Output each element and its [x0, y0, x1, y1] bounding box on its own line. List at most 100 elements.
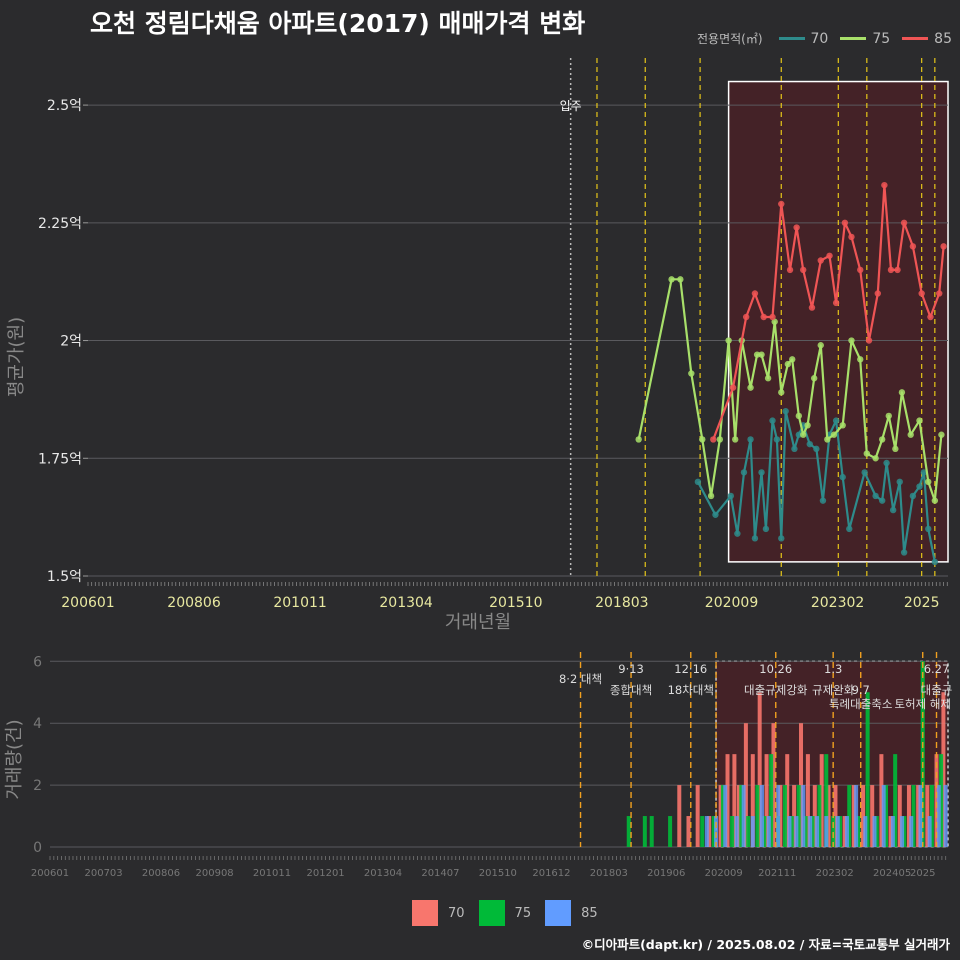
- volume-bar-85: [787, 816, 792, 847]
- volume-bar-70: [799, 723, 804, 847]
- volume-bar-70: [870, 785, 875, 847]
- data-point-85: [808, 304, 816, 311]
- volume-bar-75: [789, 816, 794, 847]
- data-point-70: [889, 506, 897, 514]
- policy-label: 9.7: [852, 683, 870, 697]
- volume-bar-75: [893, 754, 898, 847]
- volume-bar-75: [911, 785, 916, 847]
- data-point-70: [839, 473, 846, 481]
- data-point-75: [764, 375, 772, 382]
- data-point-75: [795, 412, 803, 420]
- volume-bar-85: [835, 816, 840, 847]
- data-point-70: [727, 492, 735, 500]
- move-in-label: 입주: [560, 99, 582, 113]
- volume-bar-85: [844, 816, 849, 847]
- data-point-75: [668, 276, 675, 283]
- volume-bar-85: [863, 816, 868, 847]
- bar-x-tick-label: 201201: [307, 868, 345, 879]
- data-point-85: [874, 290, 881, 297]
- volume-bar-70: [686, 816, 691, 847]
- data-point-70: [916, 483, 923, 490]
- data-point-70: [896, 478, 903, 486]
- volume-bar-70: [934, 754, 939, 847]
- data-point-85: [786, 266, 794, 274]
- data-point-70: [832, 417, 840, 424]
- bar-y-tick-label: 0: [33, 840, 42, 856]
- data-point-75: [878, 436, 886, 443]
- volume-bar-85: [909, 816, 914, 847]
- legend-item-70: 70: [778, 31, 828, 47]
- y-axis-title: 평균가(원): [6, 317, 27, 397]
- volume-bar-85: [824, 816, 829, 847]
- volume-bar-75: [649, 816, 654, 847]
- bar-x-tick-label: 201304: [364, 868, 402, 879]
- size-legend: 전용면적(㎡) 70 75 85: [697, 30, 952, 47]
- volume-bar-75: [817, 785, 822, 847]
- volume-bar-70: [718, 785, 723, 847]
- data-point-85: [936, 290, 943, 297]
- policy-label: 6.27: [924, 662, 950, 676]
- bar-x-tick-label: 2025: [910, 868, 935, 879]
- bar-x-tick-label: 201011: [253, 868, 291, 879]
- data-point-70: [806, 440, 813, 448]
- volume-bar-70: [819, 754, 824, 847]
- bar-legend-swatch-70: [412, 900, 438, 926]
- bar-legend-item-75: 75: [478, 900, 531, 926]
- volume-bar-70: [785, 754, 790, 847]
- data-point-85: [909, 243, 917, 250]
- data-point-75: [830, 431, 838, 438]
- data-point-75: [804, 422, 811, 429]
- policy-label: 12·16: [674, 662, 707, 676]
- volume-bar-85: [854, 785, 859, 847]
- data-point-70: [791, 445, 798, 453]
- data-point-70: [900, 549, 908, 556]
- volume-bar-85: [890, 816, 895, 847]
- y-tick-label: 1.75억: [38, 451, 82, 467]
- bar-legend-item-70: 70: [412, 900, 465, 926]
- data-point-85: [769, 313, 776, 321]
- volume-bar-70: [725, 754, 730, 847]
- volume-bar-75: [810, 816, 815, 847]
- data-point-75: [758, 351, 765, 358]
- data-point-85: [793, 224, 800, 231]
- bar-x-tick-label: 201803: [590, 868, 628, 879]
- data-point-70: [813, 445, 820, 453]
- data-point-85: [848, 233, 855, 241]
- x-tick-label: 200601: [61, 595, 114, 611]
- volume-bar-70: [888, 816, 893, 847]
- data-point-75: [677, 276, 684, 283]
- data-point-85: [841, 219, 849, 227]
- bar-x-tick-label: 201906: [647, 868, 685, 879]
- volume-bar-75: [668, 816, 673, 847]
- data-point-85: [918, 290, 925, 297]
- data-point-70: [920, 469, 928, 476]
- data-point-85: [729, 384, 737, 391]
- volume-bar-70: [743, 723, 748, 847]
- x-tick-label: 200806: [167, 595, 221, 611]
- data-point-85: [894, 266, 901, 274]
- volume-bar-75: [856, 816, 861, 847]
- data-point-70: [819, 497, 827, 504]
- volume-bar-70: [826, 785, 831, 847]
- volume-bar-75: [929, 785, 934, 847]
- volume-bar-75: [762, 816, 767, 847]
- volume-bar-85: [723, 785, 728, 847]
- volume-bar-85: [872, 816, 877, 847]
- data-point-75: [688, 370, 695, 377]
- volume-bar-70: [737, 785, 742, 847]
- volume-bar-85: [734, 816, 739, 847]
- chart-title: 오천 정림다채움 아파트(2017) 매매가격 변화: [90, 9, 586, 38]
- volume-bar-75: [739, 785, 744, 847]
- volume-bar-75: [782, 785, 787, 847]
- y-tick-label: 2.25억: [38, 216, 82, 232]
- price-line-chart: 1.5억 1.75억 2억 2.25억 2.5억 200601 200806 201011 20…: [6, 58, 949, 633]
- volume-bar-70: [757, 692, 762, 847]
- data-point-75: [892, 445, 899, 453]
- data-point-75: [707, 492, 715, 500]
- data-point-85: [857, 266, 864, 274]
- data-point-75: [872, 455, 879, 462]
- legend-label-85: 85: [934, 30, 952, 47]
- volume-bar-85: [918, 785, 923, 847]
- data-point-75: [817, 342, 824, 349]
- volume-bar-75: [755, 785, 760, 847]
